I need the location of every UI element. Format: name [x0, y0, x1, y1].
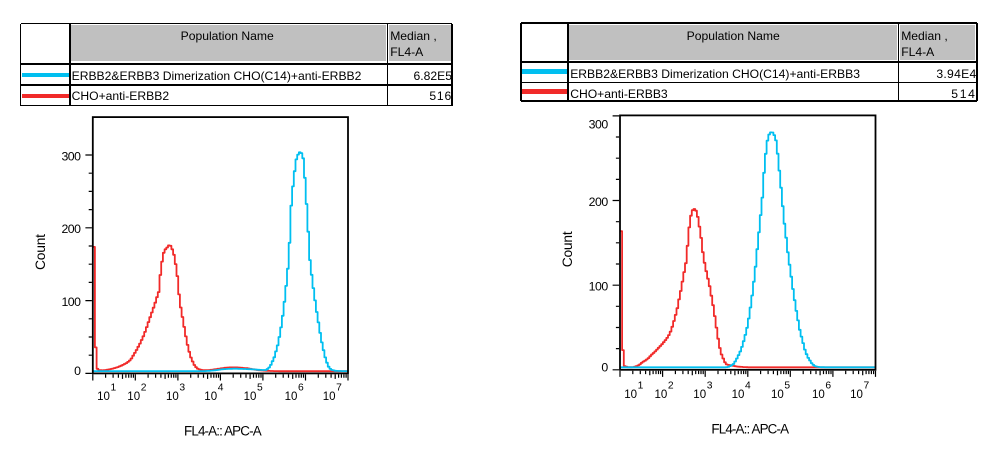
- svg-text:Count: Count: [33, 234, 48, 270]
- svg-text:7: 7: [864, 380, 870, 391]
- svg-text:FL4-A:: APC-A: FL4-A:: APC-A: [711, 422, 789, 437]
- svg-text:10: 10: [204, 391, 217, 403]
- svg-text:10: 10: [97, 391, 110, 403]
- svg-text:6: 6: [298, 383, 304, 394]
- svg-text:10: 10: [850, 389, 863, 401]
- svg-text:10: 10: [127, 391, 140, 403]
- svg-text:0: 0: [601, 360, 608, 374]
- svg-text:5: 5: [784, 380, 790, 391]
- svg-text:5: 5: [257, 383, 263, 394]
- svg-text:10: 10: [285, 391, 298, 403]
- svg-text:10: 10: [323, 391, 336, 403]
- svg-text:1: 1: [638, 380, 644, 391]
- svg-text:100: 100: [61, 295, 81, 309]
- svg-text:10: 10: [693, 389, 706, 401]
- svg-text:FL4-A:: APC-A: FL4-A:: APC-A: [184, 424, 262, 439]
- svg-text:1: 1: [111, 383, 117, 394]
- svg-text:300: 300: [61, 149, 81, 163]
- svg-text:10: 10: [624, 389, 637, 401]
- svg-text:300: 300: [589, 118, 609, 132]
- svg-text:3: 3: [707, 380, 713, 391]
- svg-text:2: 2: [141, 383, 147, 394]
- svg-text:100: 100: [589, 280, 609, 294]
- svg-text:10: 10: [732, 389, 745, 401]
- svg-text:200: 200: [61, 222, 81, 236]
- svg-text:4: 4: [745, 380, 751, 391]
- svg-text:10: 10: [166, 391, 179, 403]
- svg-text:10: 10: [812, 389, 825, 401]
- svg-text:10: 10: [771, 389, 784, 401]
- svg-text:0: 0: [74, 364, 81, 378]
- svg-text:7: 7: [336, 383, 342, 394]
- svg-text:3: 3: [179, 383, 185, 394]
- svg-text:200: 200: [589, 195, 609, 209]
- svg-text:10: 10: [244, 391, 257, 403]
- svg-text:4: 4: [218, 383, 224, 394]
- svg-text:10: 10: [655, 389, 668, 401]
- svg-text:2: 2: [668, 380, 674, 391]
- svg-text:6: 6: [825, 380, 831, 391]
- svg-text:Count: Count: [560, 231, 575, 267]
